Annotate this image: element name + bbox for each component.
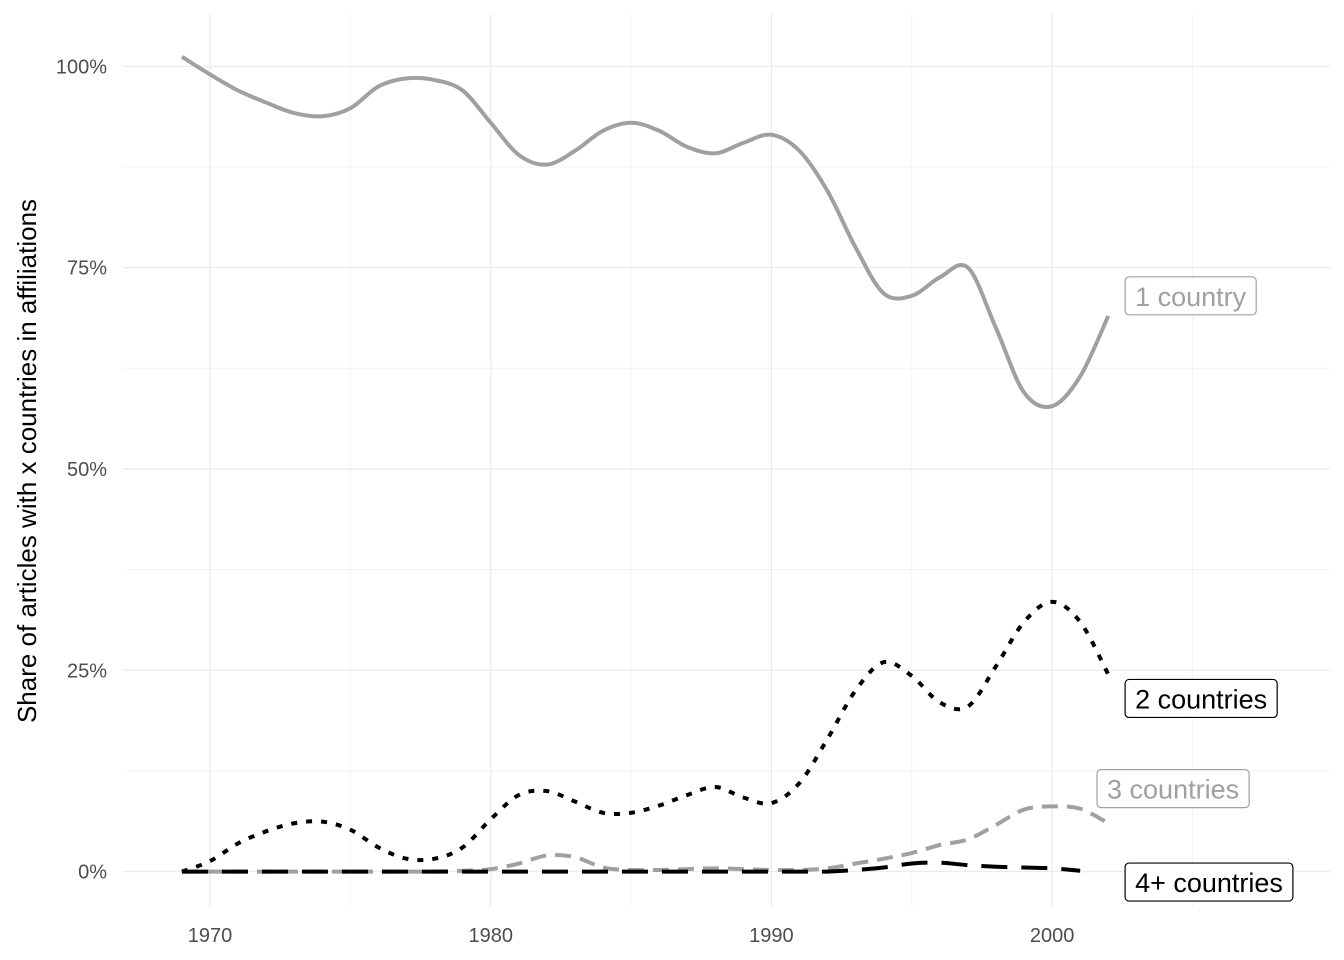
series-label-box	[1096, 769, 1250, 809]
y-tick-label: 25%	[67, 660, 107, 682]
x-tick-label: 1980	[468, 925, 513, 947]
series-lines	[180, 54, 1111, 874]
series-labels: 1 country 2 countries 3 countries 4+ countr…	[1096, 276, 1294, 902]
minor-gridlines	[123, 14, 1330, 907]
series-label-text: 1 country	[1135, 282, 1247, 312]
y-tick-label: 0%	[78, 862, 107, 884]
series-label-box	[1124, 276, 1257, 316]
series-label-text: 2 countries	[1135, 684, 1267, 714]
series-label-box	[1124, 862, 1294, 902]
series-label-4plus-countries: 4+ countries	[1124, 862, 1294, 902]
series-label-3-countries: 3 countries	[1096, 769, 1250, 809]
y-tick-label: 100%	[56, 56, 107, 78]
x-tick-label: 2000	[1030, 925, 1075, 947]
y-tick-label: 50%	[67, 459, 107, 481]
series-label-box	[1124, 678, 1278, 719]
y-axis-title: Share of articles with x countries in af…	[12, 199, 42, 723]
series-line-4plus-countries	[181, 860, 1081, 874]
y-tick-label: 75%	[67, 258, 107, 280]
series-line-3-countries	[181, 804, 1110, 874]
x-axis-ticks: 1970 1980 1990 2000	[188, 925, 1075, 947]
x-tick-label: 1990	[749, 925, 794, 947]
series-label-2-countries: 2 countries	[1124, 678, 1278, 719]
x-tick-label: 1970	[188, 925, 233, 947]
series-label-text: 4+ countries	[1135, 868, 1283, 898]
series-line-2-countries	[181, 599, 1111, 874]
series-label-text: 3 countries	[1107, 775, 1239, 805]
series-label-1-country: 1 country	[1124, 276, 1257, 316]
y-axis-ticks: 0% 25% 50% 75% 100%	[56, 56, 107, 883]
series-line-1-country	[180, 54, 1111, 409]
